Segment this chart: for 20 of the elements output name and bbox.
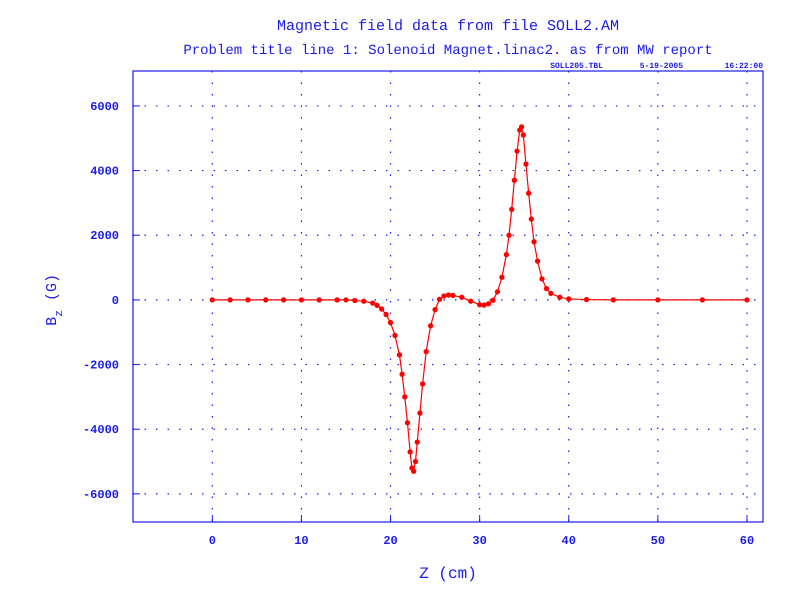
- y-tick-label: 6000: [90, 100, 119, 114]
- x-tick-label: 40: [562, 534, 576, 548]
- x-tick-label: 0: [208, 534, 216, 548]
- annotation: SOLL205.TBL: [550, 62, 604, 71]
- annotation: 16:22:00: [724, 62, 764, 71]
- y-tick-label: 4000: [90, 164, 119, 179]
- y-tick-label: -4000: [82, 423, 119, 438]
- y-tick-label: 2000: [90, 229, 119, 244]
- y-tick-label: 0: [112, 294, 119, 308]
- y-tick-label: -6000: [82, 488, 119, 502]
- chart-subtitle: Problem title line 1: Solenoid Magnet.linac2. as from MW report: [183, 43, 713, 59]
- x-tick-label: 10: [294, 534, 309, 548]
- y-tick-label: -2000: [82, 358, 119, 373]
- x-tick-label: 30: [472, 534, 487, 548]
- x-axis-title: Z (cm): [419, 565, 477, 583]
- chart-title: Magnetic field data from file SOLL2.AM: [276, 18, 620, 35]
- x-tick-label: 50: [650, 534, 666, 548]
- x-tick-label: 60: [740, 534, 754, 548]
- annotation: 5-19-2005: [640, 62, 684, 71]
- x-tick-label: 20: [383, 534, 398, 548]
